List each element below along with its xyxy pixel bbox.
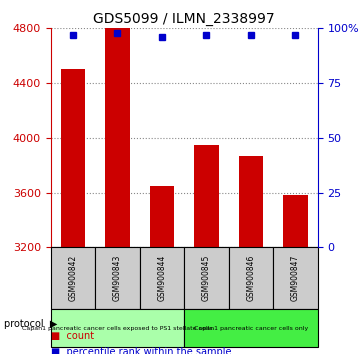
FancyBboxPatch shape	[184, 247, 229, 309]
Text: GSM900847: GSM900847	[291, 255, 300, 301]
Text: GSM900846: GSM900846	[247, 255, 255, 301]
Text: GSM900845: GSM900845	[202, 255, 211, 301]
FancyBboxPatch shape	[140, 247, 184, 309]
Text: GSM900844: GSM900844	[157, 255, 166, 301]
Title: GDS5099 / ILMN_2338997: GDS5099 / ILMN_2338997	[93, 12, 275, 26]
Bar	[283, 195, 308, 247]
Bar	[239, 156, 263, 247]
Text: ■  percentile rank within the sample: ■ percentile rank within the sample	[51, 347, 231, 354]
Bar	[105, 28, 130, 247]
Bar	[194, 145, 219, 247]
Text: GSM900843: GSM900843	[113, 255, 122, 301]
FancyBboxPatch shape	[229, 247, 273, 309]
FancyBboxPatch shape	[95, 247, 140, 309]
Text: GSM900842: GSM900842	[68, 255, 77, 301]
FancyBboxPatch shape	[273, 247, 318, 309]
Text: Capan1 pancreatic cancer cells only: Capan1 pancreatic cancer cells only	[194, 326, 308, 331]
Text: protocol  ▶: protocol ▶	[4, 319, 57, 329]
Text: Capan1 pancreatic cancer cells exposed to PS1 stellate cells: Capan1 pancreatic cancer cells exposed t…	[22, 326, 213, 331]
Bar	[149, 186, 174, 247]
FancyBboxPatch shape	[51, 309, 184, 347]
Text: ■  count: ■ count	[51, 331, 93, 341]
FancyBboxPatch shape	[184, 309, 318, 347]
FancyBboxPatch shape	[51, 247, 95, 309]
Bar	[61, 69, 85, 247]
